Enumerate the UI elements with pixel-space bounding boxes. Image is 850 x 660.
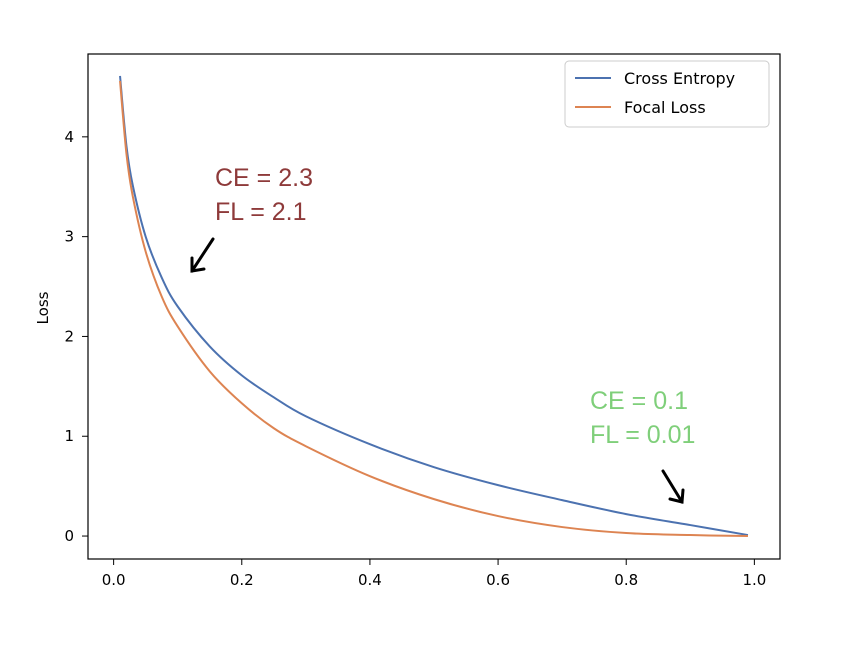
x-tick-label: 0.2	[230, 571, 254, 589]
annotation-fl-value: FL = 0.01	[590, 421, 695, 449]
x-tick-label: 0.4	[358, 571, 382, 589]
y-tick-label: 2	[64, 327, 74, 345]
arrow-icon	[190, 237, 215, 273]
y-tick-label: 3	[64, 228, 74, 246]
legend-label-focal-loss: Focal Loss	[624, 98, 706, 117]
x-tick-label: 0.6	[486, 571, 510, 589]
series-line-focal-loss	[119, 80, 748, 538]
annotation-high-loss: CE = 2.3 FL = 2.1	[190, 164, 313, 273]
y-axis-label: Loss	[34, 291, 52, 324]
legend: Cross Entropy Focal Loss	[564, 60, 770, 128]
annotation-ce-value: CE = 2.3	[215, 164, 313, 192]
x-tick-label: 0.8	[614, 571, 638, 589]
arrow-icon	[661, 469, 685, 504]
y-tick-label: 1	[64, 427, 74, 445]
x-tick-label: 1.0	[742, 571, 766, 589]
plot-area-frame	[87, 53, 781, 560]
annotation-fl-value: FL = 2.1	[215, 198, 307, 226]
x-tick-label: 0.0	[102, 571, 126, 589]
y-tick-label: 0	[64, 527, 74, 545]
annotation-ce-value: CE = 0.1	[590, 387, 688, 415]
legend-box	[564, 60, 770, 128]
legend-label-cross-entropy: Cross Entropy	[624, 69, 735, 88]
annotation-low-loss: CE = 0.1 FL = 0.01	[590, 387, 695, 504]
series-line-cross-entropy	[119, 75, 749, 537]
y-tick-label: 4	[64, 128, 74, 146]
